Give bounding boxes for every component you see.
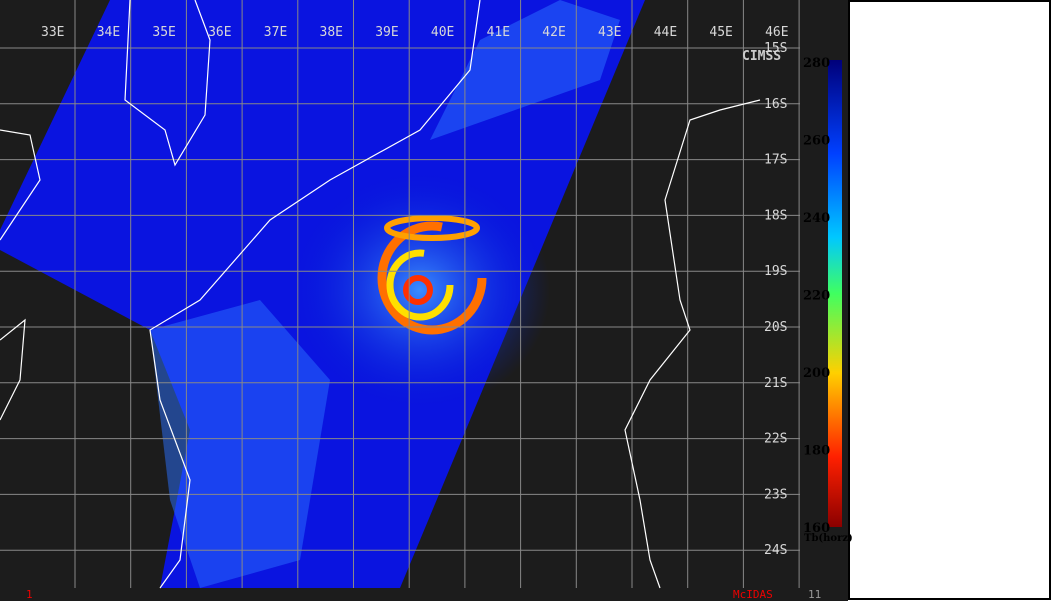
coastline <box>0 0 761 589</box>
latitude-label: 20S <box>764 320 787 335</box>
rainband <box>384 215 480 241</box>
latitude-label: 18S <box>764 208 787 223</box>
colorbar-label: Tb(horz) <box>804 533 853 544</box>
latitude-label: 19S <box>764 264 787 279</box>
eyewall <box>386 249 454 321</box>
colorbar-tick: 240 <box>803 211 830 226</box>
latitude-label: 17S <box>764 153 787 168</box>
colorbar <box>828 60 842 527</box>
latitude-label: 22S <box>764 432 787 447</box>
colorbar-tick: 160 <box>803 521 830 536</box>
longitude-label: 44E <box>654 25 677 40</box>
colorbar-tick: 280 <box>803 56 830 71</box>
longitude-label: 33E <box>41 25 64 40</box>
eyewall <box>377 221 487 335</box>
longitude-label: 41E <box>487 25 510 40</box>
latitude-label: 24S <box>764 543 787 558</box>
latitude-label: 21S <box>764 376 787 391</box>
status-right: 11 <box>808 588 821 601</box>
status-left: 1 <box>26 588 33 601</box>
side-panel <box>848 0 1051 600</box>
status-center: McIDAS <box>733 588 773 601</box>
swath-feature <box>150 300 330 588</box>
longitude-label: 34E <box>97 25 120 40</box>
longitude-label: 40E <box>431 25 454 40</box>
storm-glow <box>290 170 550 410</box>
longitude-label: 36E <box>208 25 231 40</box>
eye <box>403 275 433 305</box>
longitude-label: 39E <box>375 25 398 40</box>
longitude-label: 43E <box>598 25 621 40</box>
longitude-label: 46E <box>765 25 788 40</box>
colorbar-tick: 200 <box>803 366 830 381</box>
longitude-label: 38E <box>320 25 343 40</box>
colorbar-tick: 220 <box>803 289 830 304</box>
latitude-label: 23S <box>764 487 787 502</box>
latitude-label: 15S <box>764 41 787 56</box>
colorbar-tick: 260 <box>803 134 830 149</box>
longitude-label: 45E <box>709 25 732 40</box>
swath-feature <box>430 0 620 140</box>
longitude-label: 35E <box>152 25 175 40</box>
longitude-label: 42E <box>542 25 565 40</box>
colorbar-tick: 180 <box>803 444 830 459</box>
latitude-label: 16S <box>764 97 787 112</box>
longitude-label: 37E <box>264 25 287 40</box>
logo: CIMSS <box>742 49 781 64</box>
